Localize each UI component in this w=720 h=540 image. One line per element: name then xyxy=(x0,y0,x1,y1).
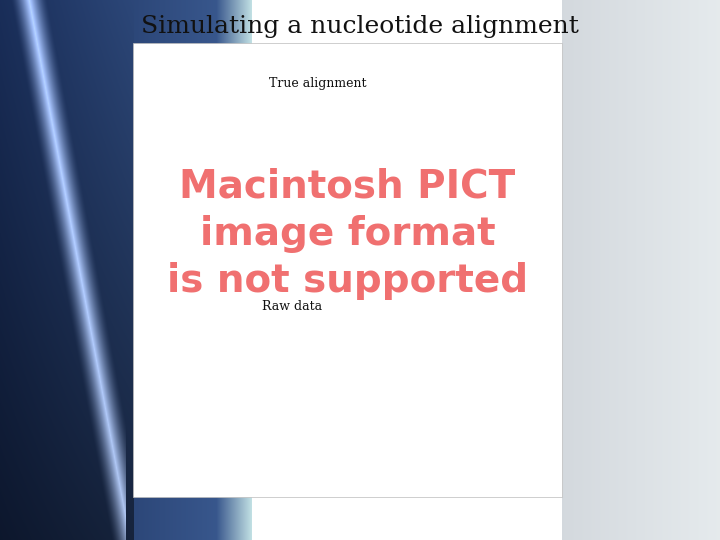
Bar xyxy=(133,43,562,497)
Text: Simulating a nucleotide alignment: Simulating a nucleotide alignment xyxy=(141,16,579,38)
Text: Raw data: Raw data xyxy=(261,300,322,313)
Text: Macintosh PICT
image format
is not supported: Macintosh PICT image format is not suppo… xyxy=(167,168,528,300)
Text: True alignment: True alignment xyxy=(269,77,366,90)
